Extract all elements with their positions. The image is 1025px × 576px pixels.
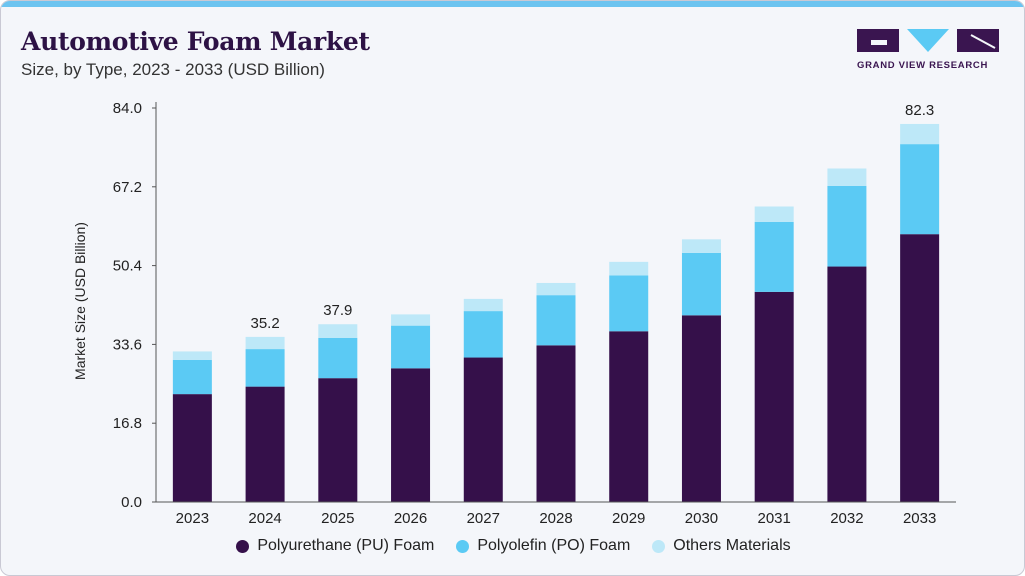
bar-2032-series-1 (827, 185, 867, 267)
logo-g-mark (857, 29, 899, 52)
x-tick-label: 2029 (612, 510, 645, 527)
bar-2024-series-0 (245, 386, 285, 502)
bar-2032-series-0 (827, 266, 867, 502)
bar-2025-series-1 (318, 337, 358, 379)
bar-2028-series-0 (536, 345, 576, 502)
x-tick-label: 2031 (757, 510, 790, 527)
legend-item-pu: Polyurethane (PU) Foam (236, 537, 434, 555)
bar-2029-series-1 (609, 275, 649, 332)
logo-r-mark (957, 29, 999, 52)
bar-2030-series-0 (681, 315, 721, 502)
bar-2027-series-2 (463, 298, 503, 312)
x-tick-label: 2023 (176, 510, 209, 527)
value-labels: 35.2 37.9 82.3 (250, 102, 934, 332)
y-tick-label: 33.6 (113, 336, 142, 353)
logo-v-mark (907, 29, 949, 52)
bar-2033-series-1 (900, 144, 940, 235)
legend-label-po: Polyolefin (PO) Foam (477, 537, 631, 554)
x-tick-label: 2025 (321, 510, 354, 527)
x-tick-label: 2026 (394, 510, 427, 527)
bar-2026-series-0 (391, 368, 431, 502)
bar-2025-series-0 (318, 378, 358, 502)
bar-2023-series-1 (172, 359, 212, 395)
bar-2026-series-2 (391, 314, 431, 326)
bar-2028-series-1 (536, 295, 576, 346)
legend-item-po: Polyolefin (PO) Foam (456, 537, 630, 555)
data-label-2024: 35.2 (250, 315, 279, 332)
x-axis: 2023 2024 2025 2026 2027 2028 2029 2030 2031 2032… (156, 501, 956, 527)
bar-2033-series-0 (900, 234, 940, 502)
y-tick-label: 84.0 (113, 100, 142, 117)
data-label-2025: 37.9 (323, 302, 352, 319)
bar-2026-series-1 (391, 325, 431, 369)
bar-2023-series-0 (172, 394, 212, 502)
legend: Polyurethane (PU) Foam Polyolefin (PO) F… (1, 537, 1024, 555)
chart-title: Automotive Foam Market (21, 27, 370, 56)
legend-swatch-others (652, 539, 666, 553)
bar-2029-series-2 (609, 261, 649, 276)
y-axis-label: Market Size (USD Billion) (72, 222, 88, 380)
x-tick-label: 2032 (830, 510, 863, 527)
grand-view-research-logo: GRAND VIEW RESEARCH (857, 29, 999, 73)
x-tick-label: 2027 (467, 510, 500, 527)
legend-swatch-po (456, 539, 470, 553)
bar-2023-series-2 (172, 351, 212, 360)
chart-subtitle: Size, by Type, 2023 - 2033 (USD Billion) (21, 60, 325, 79)
bar-2024-series-2 (245, 336, 285, 350)
x-tick-label: 2028 (539, 510, 572, 527)
bar-2031-series-0 (754, 291, 794, 502)
bar-2025-series-2 (318, 324, 358, 338)
legend-label-others: Others Materials (673, 537, 791, 554)
bar-2031-series-1 (754, 221, 794, 292)
y-tick-label: 50.4 (113, 258, 142, 275)
legend-item-others: Others Materials (652, 537, 791, 555)
bar-2027-series-0 (463, 357, 503, 502)
legend-label-pu: Polyurethane (PU) Foam (257, 537, 435, 554)
x-tick-label: 2024 (248, 510, 281, 527)
bar-2031-series-2 (754, 206, 794, 222)
x-tick-label: 2033 (903, 510, 936, 527)
bar-2029-series-0 (609, 331, 649, 502)
data-label-2033: 82.3 (905, 102, 934, 119)
bar-2024-series-1 (245, 349, 285, 387)
stacked-bar-chart: 0.0 16.8 33.6 50.4 67.2 84.0 2023 2024 2025 2026… (72, 100, 956, 527)
bar-2028-series-2 (536, 282, 576, 296)
x-tick-label: 2030 (685, 510, 718, 527)
bar-2033-series-2 (900, 123, 940, 145)
y-tick-label: 0.0 (121, 494, 142, 511)
bar-2030-series-2 (681, 239, 721, 253)
accent-top-bar (1, 1, 1024, 7)
bar-2027-series-1 (463, 311, 503, 358)
legend-swatch-pu (236, 539, 250, 553)
bar-2030-series-1 (681, 252, 721, 316)
y-axis: 0.0 16.8 33.6 50.4 67.2 84.0 (113, 100, 157, 511)
bar-2032-series-2 (827, 168, 867, 186)
y-tick-label: 16.8 (113, 415, 142, 432)
bars (172, 123, 940, 502)
logo-text: GRAND VIEW RESEARCH (857, 60, 989, 71)
y-tick-label: 67.2 (113, 179, 142, 196)
